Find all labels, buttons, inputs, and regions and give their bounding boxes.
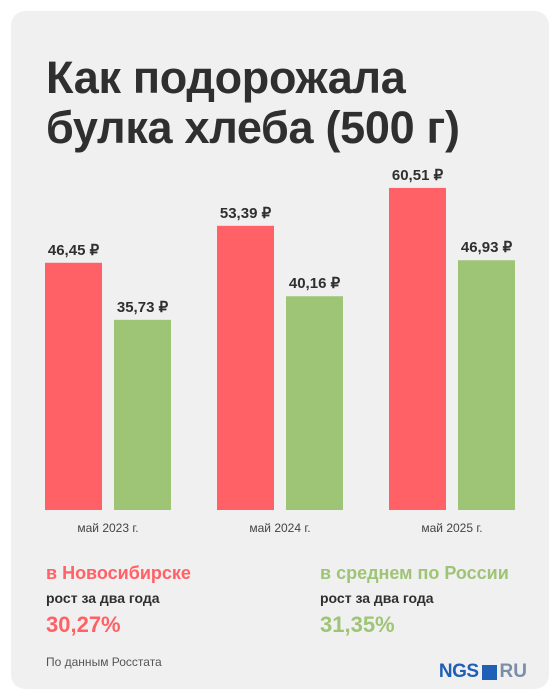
- bar-value-label: 35,73 ₽: [117, 299, 169, 316]
- russia-stat: в среднем по России рост за два года 31,…: [320, 563, 509, 638]
- novosibirsk-stat: в Новосибирске рост за два года 30,27%: [46, 563, 191, 638]
- x-axis-tick-label: май 2024 г.: [249, 521, 310, 535]
- bar-novosibirsk-1: [45, 262, 102, 510]
- logo-text-ru: RU: [499, 661, 527, 682]
- bar-novosibirsk-2: [217, 225, 274, 510]
- bar-value-label: 53,39 ₽: [220, 205, 272, 222]
- x-axis-tick-label: май 2023 г.: [77, 521, 138, 535]
- bar-value-label: 46,93 ₽: [461, 239, 513, 256]
- russia-heading: в среднем по России: [320, 563, 509, 583]
- russia-growth-value: 31,35%: [320, 612, 395, 637]
- ngs-logo[interactable]: NGS RU: [439, 661, 527, 683]
- bar-novosibirsk-3: [389, 187, 446, 510]
- bar-russia-1: [114, 319, 171, 510]
- bar-russia-3: [458, 260, 515, 510]
- bar-value-label: 60,51 ₽: [392, 167, 444, 184]
- logo-text-ngs: NGS: [438, 661, 479, 682]
- novosibirsk-subtitle: рост за два года: [46, 590, 160, 606]
- source-note: По данным Росстата: [46, 655, 162, 669]
- bar-chart: 46,45 ₽ 35,73 ₽ май 2023 г. 53,39 ₽ 40,16 ₽ м…: [45, 167, 515, 535]
- bar-value-label: 40,16 ₽: [289, 275, 341, 292]
- novosibirsk-growth-value: 30,27%: [46, 612, 121, 637]
- novosibirsk-heading: в Новосибирске: [46, 563, 191, 583]
- logo-square-icon: [481, 664, 497, 680]
- x-axis-tick-label: май 2025 г.: [421, 521, 482, 535]
- bar-value-label: 46,45 ₽: [48, 242, 100, 259]
- page-title: Как подорожала булка хлеба (500 г): [46, 52, 460, 153]
- infographic-card: Как подорожала булка хлеба (500 г) 46,45…: [11, 11, 549, 689]
- bar-russia-2: [286, 296, 343, 510]
- russia-subtitle: рост за два года: [320, 590, 434, 606]
